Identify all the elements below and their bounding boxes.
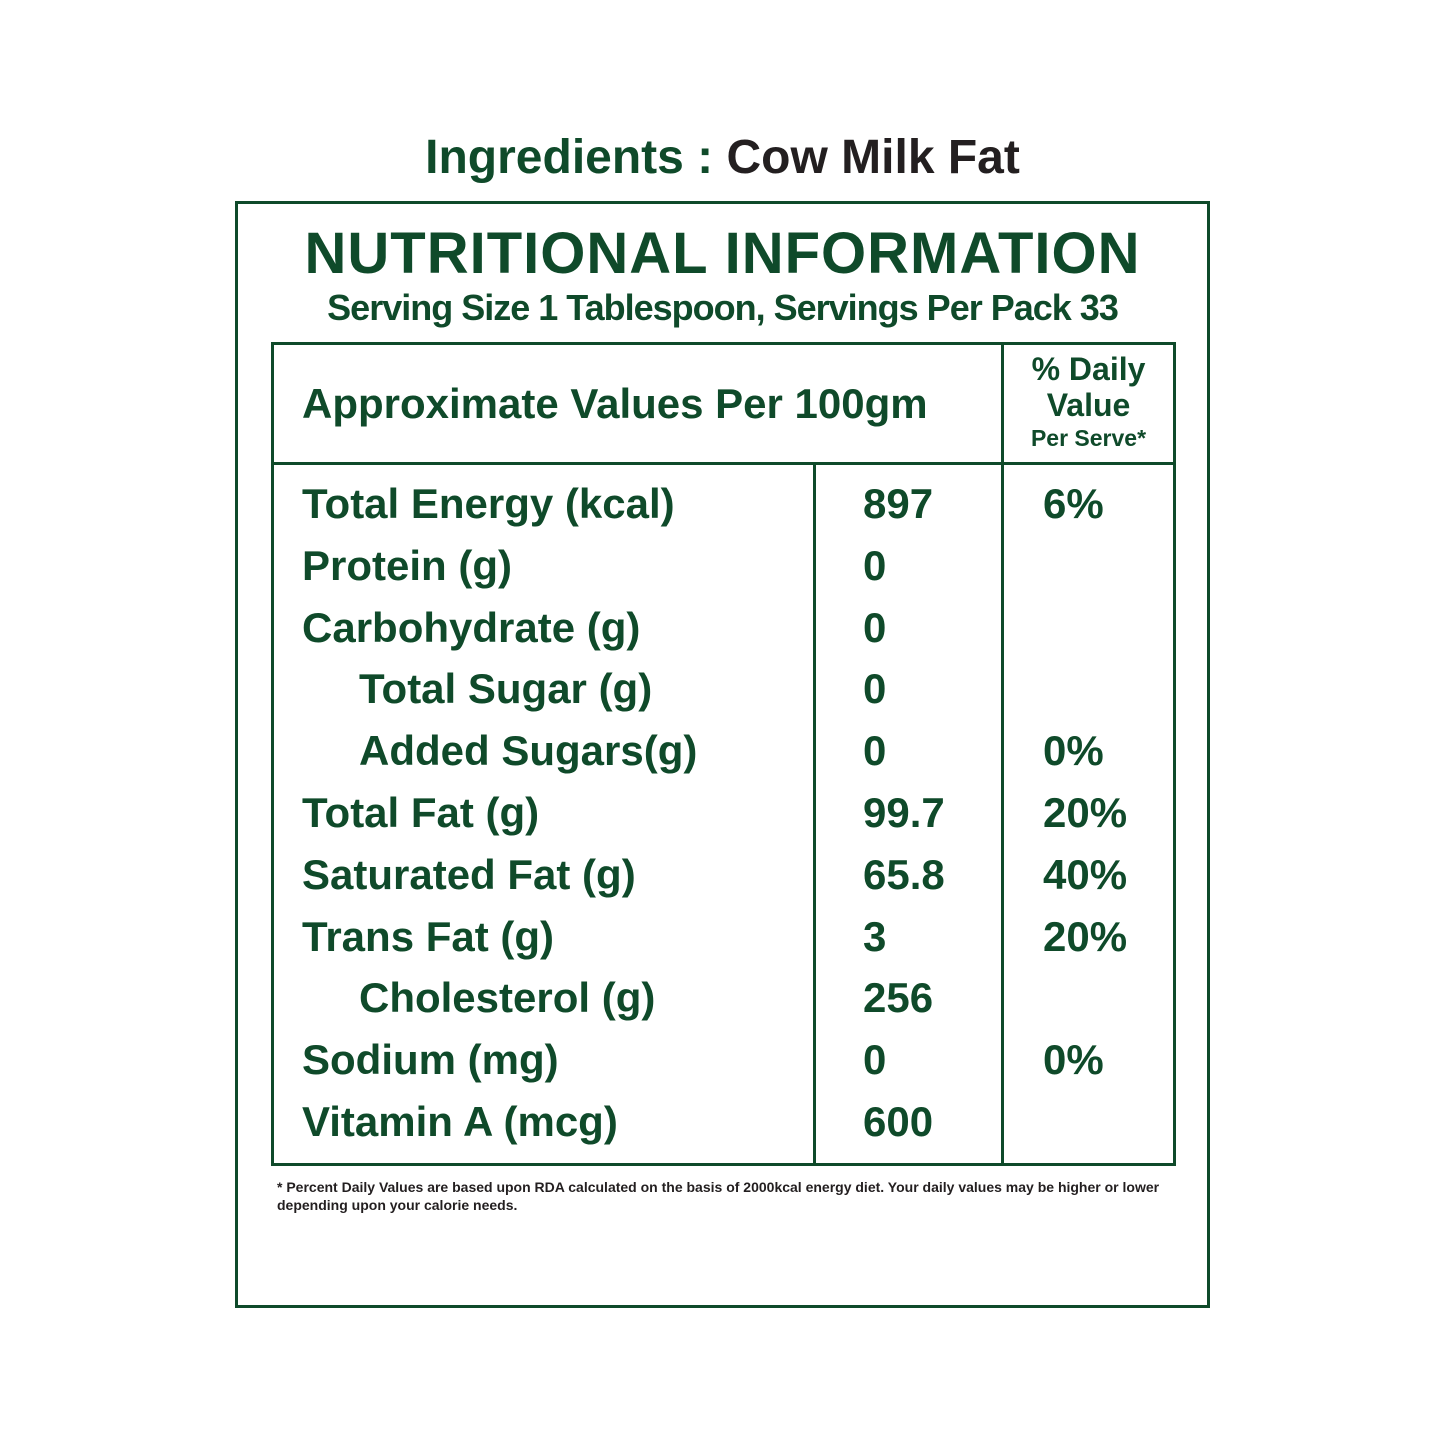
nutrient-name: Total Fat (g) [302, 788, 540, 836]
table-row: Carbohydrate (g) 0 [274, 597, 1173, 659]
nutrient-name: Saturated Fat (g) [302, 850, 636, 898]
nutrient-value: 0 [863, 1036, 887, 1084]
table-row: Vitamin A (mcg) 600 [274, 1091, 1173, 1153]
nutrient-value: 0 [863, 603, 887, 651]
ingredients-value: Cow Milk Fat [726, 131, 1020, 184]
nutrition-table: Approximate Values Per 100gm % Daily Val… [271, 342, 1176, 1166]
table-row: Trans Fat (g) 3 20% [274, 906, 1173, 968]
header-approx-values: Approximate Values Per 100gm [302, 379, 928, 427]
table-row: Saturated Fat (g) 65.8 40% [274, 844, 1173, 906]
ingredients-label: Ingredients : [425, 131, 727, 184]
header-dv-line3: Per Serve* [1030, 425, 1147, 451]
nutrient-name: Added Sugars(g) [359, 727, 698, 775]
table-row: Cholesterol (g) 256 [274, 967, 1173, 1029]
nutrient-name: Total Energy (kcal) [302, 480, 675, 527]
table-row: Protein (g) 0 [274, 535, 1173, 597]
nutrient-daily-value: 40% [1043, 850, 1128, 898]
header-divider [274, 462, 1173, 465]
daily-value-column-divider [1001, 345, 1004, 1163]
nutrient-name: Trans Fat (g) [302, 912, 555, 960]
nutrient-value: 0 [863, 541, 887, 589]
header-dv-line1: % Daily [1031, 351, 1146, 387]
value-column-divider [813, 465, 816, 1163]
nutrient-value: 897 [863, 480, 934, 527]
nutrition-title: NUTRITIONAL INFORMATION [304, 221, 1141, 286]
nutrient-value: 3 [863, 912, 887, 960]
nutrient-name: Protein (g) [302, 541, 512, 589]
nutrient-name: Total Sugar (g) [359, 665, 653, 713]
ingredients-line: Ingredients : Cow Milk Fat [0, 128, 1445, 188]
nutrient-rows: Total Energy (kcal) 897 6% Protein (g) 0… [274, 473, 1173, 1153]
table-row: Total Sugar (g) 0 [274, 658, 1173, 720]
nutrient-value: 600 [863, 1097, 934, 1145]
nutrient-name: Cholesterol (g) [359, 974, 656, 1022]
nutrient-daily-value: 6% [1043, 480, 1104, 527]
nutrient-value: 65.8 [863, 850, 945, 898]
nutrient-value: 99.7 [863, 788, 945, 836]
nutrient-daily-value: 20% [1043, 912, 1128, 960]
table-row: Total Energy (kcal) 897 6% [274, 473, 1173, 535]
nutrient-name: Sodium (mg) [302, 1036, 559, 1084]
nutrient-name: Carbohydrate (g) [302, 603, 641, 651]
header-dv-line2: Value [1046, 387, 1131, 423]
nutrient-value: 0 [863, 665, 887, 713]
nutrient-value: 0 [863, 727, 887, 775]
header-daily-value: % Daily Value Per Serve* [1004, 351, 1173, 453]
nutrient-daily-value: 20% [1043, 788, 1128, 836]
nutrient-value: 256 [863, 974, 934, 1022]
nutrient-daily-value: 0% [1043, 727, 1104, 775]
table-row: Total Fat (g) 99.7 20% [274, 782, 1173, 844]
serving-info: Serving Size 1 Tablespoon, Servings Per … [327, 287, 1119, 328]
nutrition-panel: NUTRITIONAL INFORMATION Serving Size 1 T… [235, 201, 1210, 1308]
nutrient-name: Vitamin A (mcg) [302, 1097, 618, 1145]
table-row: Added Sugars(g) 0 0% [274, 720, 1173, 782]
nutrient-daily-value: 0% [1043, 1036, 1104, 1084]
footnote: * Percent Daily Values are based upon RD… [277, 1179, 1160, 1213]
table-row: Sodium (mg) 0 0% [274, 1029, 1173, 1091]
